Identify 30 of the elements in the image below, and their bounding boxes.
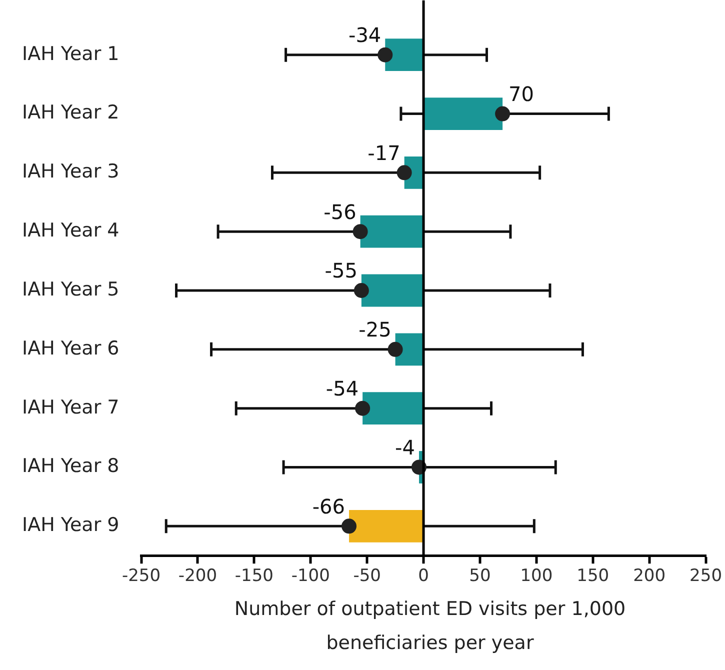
data-label: -25 [358,318,392,342]
data-label: -34 [348,23,382,48]
x-tick-label: 250 [690,566,722,586]
y-tick-label: IAH Year 2 [22,102,120,124]
y-tick-label: IAH Year 4 [22,220,120,242]
data-label: -56 [324,200,356,224]
x-tick-label: 0 [418,566,429,586]
x-tick-label: -50 [353,566,381,586]
x-tick-label: -250 [122,566,161,586]
x-tick-label: 200 [633,566,666,586]
data-label: -55 [324,258,358,283]
y-tick-label: IAH Year 3 [22,160,120,183]
x-tick-label: 150 [576,566,610,586]
y-tick-label: IAH Year 7 [22,396,120,418]
x-tick-label: -200 [178,566,218,586]
data-label: -66 [312,494,346,518]
x-tick-label: -100 [291,566,330,586]
y-tick-label: IAH Year 5 [22,278,120,300]
y-tick-label: IAH Year 9 [22,514,120,536]
data-label: 70 [508,82,534,106]
x-axis-title: Number of outpatient ED visits per 1,000 beneficiaries per year [233,597,627,656]
x-tick-label: 50 [469,566,491,586]
y-tick-label: IAH Year 1 [22,42,120,65]
x-tick-label: -150 [234,566,274,586]
data-label: -17 [368,140,400,165]
y-tick-label: IAH Year 8 [22,455,120,478]
data-label: -4 [395,435,416,460]
y-tick-label: IAH Year 6 [22,337,120,360]
data-label: -54 [326,376,359,401]
x-tick-label: 100 [520,566,553,586]
